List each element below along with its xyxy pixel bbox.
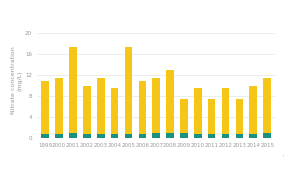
Bar: [125, 134, 132, 138]
Bar: [55, 78, 63, 138]
Bar: [111, 88, 118, 138]
Bar: [180, 133, 188, 138]
Bar: [166, 70, 174, 138]
Bar: [208, 99, 216, 138]
Bar: [125, 47, 132, 138]
Bar: [166, 133, 174, 138]
Bar: [208, 134, 216, 138]
Bar: [222, 88, 229, 138]
Bar: [153, 133, 160, 138]
Bar: [180, 99, 188, 138]
Bar: [249, 134, 257, 138]
Bar: [139, 134, 146, 138]
Bar: [97, 78, 105, 138]
Text: Year: Year: [282, 155, 284, 160]
Bar: [69, 47, 77, 138]
Bar: [97, 134, 105, 138]
Bar: [236, 134, 243, 138]
Bar: [249, 86, 257, 138]
Y-axis label: Nitrate concentration
(mg/L): Nitrate concentration (mg/L): [11, 47, 22, 114]
Bar: [263, 78, 271, 138]
Bar: [236, 99, 243, 138]
Bar: [111, 134, 118, 138]
Bar: [41, 81, 49, 138]
Bar: [194, 134, 202, 138]
Bar: [41, 134, 49, 138]
Bar: [83, 86, 91, 138]
Bar: [69, 133, 77, 138]
Bar: [83, 134, 91, 138]
Bar: [222, 134, 229, 138]
Bar: [55, 134, 63, 138]
Bar: [194, 88, 202, 138]
Bar: [263, 133, 271, 138]
Bar: [139, 81, 146, 138]
Bar: [153, 78, 160, 138]
